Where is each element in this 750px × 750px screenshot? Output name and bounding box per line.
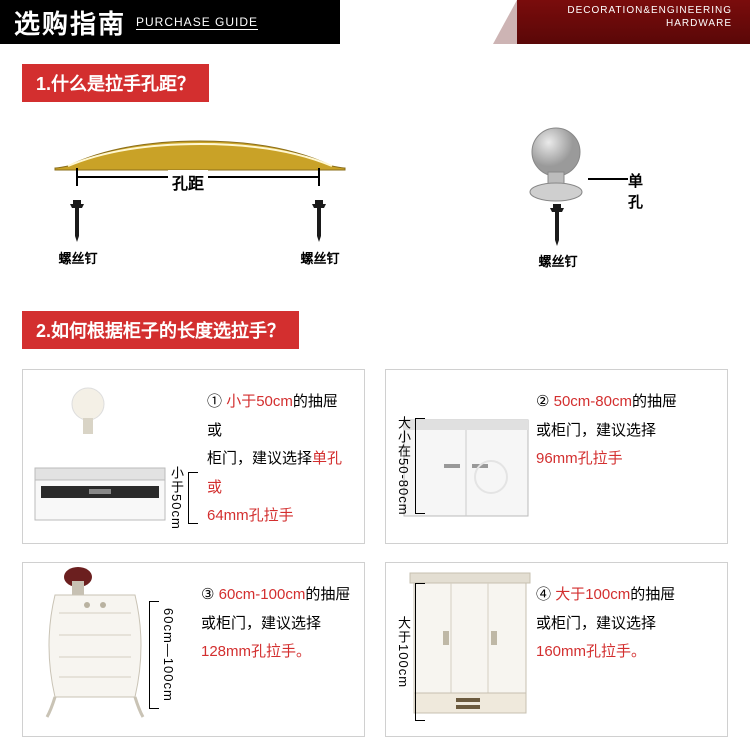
card-3-image: 60cm—100cm [33,573,173,725]
diagram-handle: 孔距 螺丝钉 螺丝钉 [20,126,380,271]
knob-icon [525,126,587,204]
card-3: 60cm—100cm ③ 60cm-100cm的抽屉 或柜门，建议选择 128m… [22,562,365,737]
header-title-cn: 选购指南 [14,4,126,41]
header-right: DECORATION&ENGINEERING HARDWARE [517,0,750,44]
screw-label-2: 螺丝钉 [300,248,340,267]
distance-label: 孔距 [168,170,208,194]
diagram-knob: 单孔 螺丝钉 [450,126,650,271]
header-right-line1: DECORATION&ENGINEERING [567,4,732,17]
section1-title: 1.什么是拉手孔距？ [22,64,209,102]
screw-label-1: 螺丝钉 [58,248,98,267]
furniture-icon [33,382,173,532]
card-4-image: 大于100cm [396,573,536,725]
card-2-desc: ② 50cm-80cm的抽屉 或柜门，建议选择 96mm孔拉手 [536,380,715,533]
card-4: 大于100cm ④ 大于100cm的抽屉 或柜门，建议选择 160mm孔拉手。 [385,562,728,737]
card-1: 小于50cm ① 小于50cm的抽屉或 柜门，建议选择单孔或 64mm孔拉手 [22,369,365,544]
size-bracket-2: 大小在50-80cm [392,416,425,516]
diagram-row: 孔距 螺丝钉 螺丝钉 单孔 [0,126,750,291]
card-3-desc: ③ 60cm-100cm的抽屉 或柜门，建议选择 128mm孔拉手。 [173,573,352,726]
screw-label-3: 螺丝钉 [538,251,578,270]
header-right-line2: HARDWARE [567,17,732,30]
card-grid: 小于50cm ① 小于50cm的抽屉或 柜门，建议选择单孔或 64mm孔拉手 [0,349,750,737]
header-bar: 选购指南 PURCHASE GUIDE DECORATION&ENGINEERI… [0,0,750,44]
screw-icon [68,200,86,244]
size-bracket-4: 大于100cm [392,583,425,721]
knob-leader-line [588,178,628,180]
size-bracket-1: 小于50cm [165,466,198,530]
screw-icon [310,200,328,244]
header-title-en: PURCHASE GUIDE [136,15,258,30]
card-2-image: 大小在50-80cm [396,380,536,532]
card-2: 大小在50-80cm ② 50cm-80cm的抽屉 或柜门，建议选择 96mm孔… [385,369,728,544]
section2-title: 2.如何根据柜子的长度选拉手？ [22,311,299,349]
card-1-image: 小于50cm [33,380,173,532]
header-left: 选购指南 PURCHASE GUIDE [0,0,340,44]
size-label-4: 大于100cm [392,616,415,688]
card-1-desc: ① 小于50cm的抽屉或 柜门，建议选择单孔或 64mm孔拉手 [173,380,352,533]
size-bracket-3: 60cm—100cm [149,601,178,709]
size-label-2: 大小在50-80cm [392,416,415,516]
screw-icon [548,204,566,248]
size-label-3: 60cm—100cm [159,608,178,702]
card-4-desc: ④ 大于100cm的抽屉 或柜门，建议选择 160mm孔拉手。 [536,573,715,726]
size-label-1: 小于50cm [165,466,188,530]
handle-icon [50,136,350,172]
single-hole-label: 单孔 [628,170,650,212]
